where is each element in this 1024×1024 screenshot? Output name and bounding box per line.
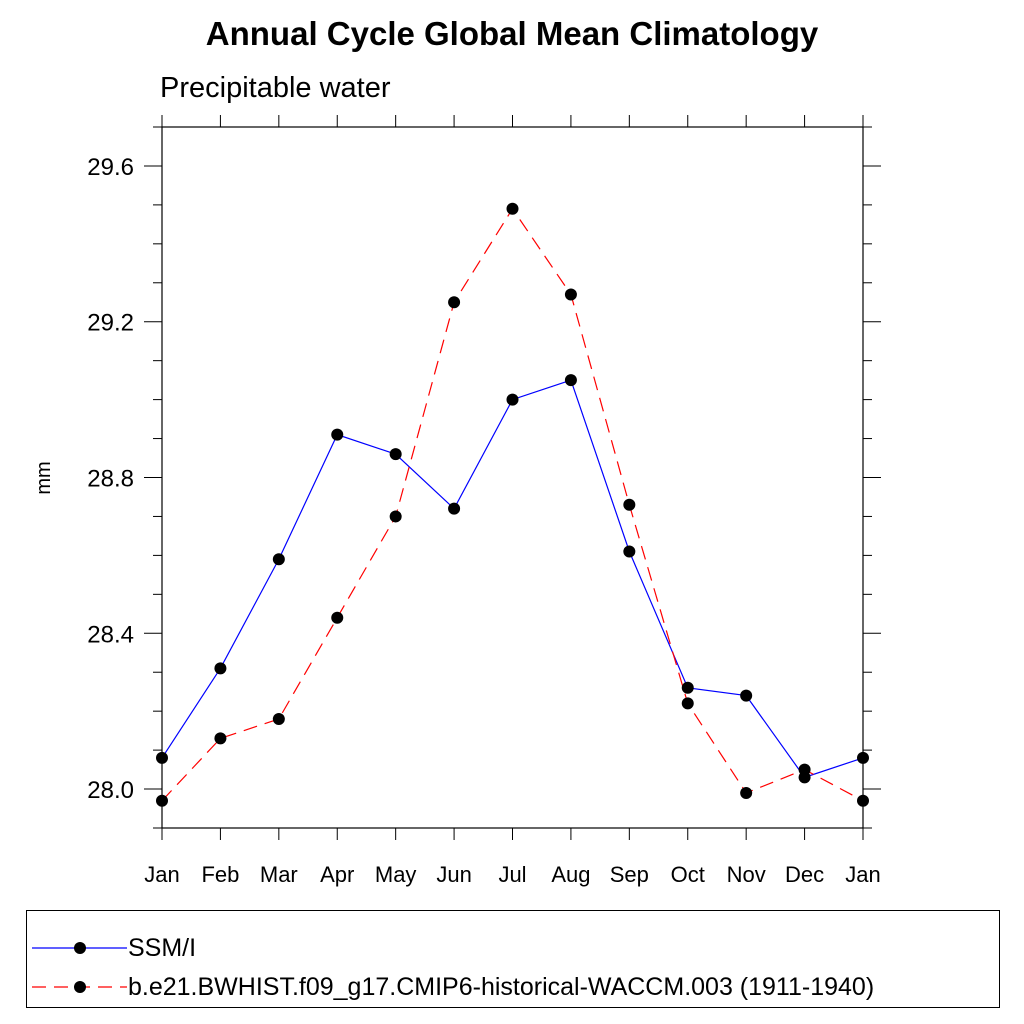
y-tick-label: 28.8	[87, 466, 134, 493]
line-chart: Jan Feb Mar Apr May Jun Jul Aug Sep Oct Nov Dec Jan 2…	[33, 115, 881, 887]
data-point-series-0	[740, 689, 753, 702]
legend-label-ssmi: SSM/I	[128, 934, 197, 962]
tick-labels: Jan Feb Mar Apr May Jun Jul Aug Sep Oct Nov Dec Jan 2…	[87, 154, 880, 887]
y-axis-label: mm	[33, 461, 55, 494]
x-tick-label: Apr	[320, 862, 354, 887]
legend-item-model: b.e21.BWHIST.f09_g17.CMIP6-historical-WA…	[27, 970, 997, 1004]
legend-label-model: b.e21.BWHIST.f09_g17.CMIP6-historical-WA…	[128, 973, 875, 1001]
data-point-series-0	[389, 448, 402, 461]
x-tick-label: Jan	[144, 862, 179, 887]
x-tick-label: Oct	[671, 862, 705, 887]
data-point-series-1	[506, 202, 519, 215]
series-points	[156, 202, 869, 807]
x-tick-label: Feb	[201, 862, 239, 887]
data-point-series-1	[798, 763, 811, 776]
data-point-series-1	[448, 296, 461, 309]
x-tick-label: Jul	[498, 862, 526, 887]
y-tick-label: 29.2	[87, 310, 134, 337]
chart-subtitle: Precipitable water	[160, 72, 391, 104]
legend: SSM/I b.e21.BWHIST.f09_g17.CMIP6-histori…	[26, 910, 1000, 1008]
series-lines	[161, 207, 864, 802]
x-tick-label: May	[375, 862, 417, 887]
data-point-series-0	[448, 502, 461, 515]
y-tick-label: 29.6	[87, 154, 134, 181]
data-point-series-0	[564, 374, 577, 387]
x-tick-label: Nov	[727, 862, 766, 887]
x-tick-label: Aug	[551, 862, 590, 887]
data-point-series-1	[331, 611, 344, 624]
x-tick-label: Jan	[845, 862, 880, 887]
x-tick-label: Jun	[436, 862, 471, 887]
x-tick-label: Mar	[260, 862, 298, 887]
legend-item-ssmi: SSM/I	[27, 931, 997, 965]
data-point-series-1	[681, 697, 694, 710]
data-point-series-1	[623, 498, 636, 511]
axis-ticks	[144, 115, 881, 840]
series-line-0	[161, 379, 864, 779]
data-point-series-1	[272, 712, 285, 725]
legend-swatch-model	[32, 981, 127, 993]
data-point-series-0	[506, 393, 519, 406]
data-point-series-1	[389, 510, 402, 523]
data-point-series-0	[214, 662, 227, 675]
y-tick-label: 28.4	[87, 621, 134, 648]
legend-swatch-ssmi	[32, 942, 127, 954]
data-point-series-0	[681, 681, 694, 694]
y-tick-label: 28.0	[87, 777, 134, 804]
data-point-series-1	[564, 288, 577, 301]
data-point-series-0	[331, 428, 344, 441]
plot-frame	[161, 126, 864, 829]
data-point-series-1	[214, 732, 227, 745]
data-point-series-0	[272, 553, 285, 566]
chart-title: Annual Cycle Global Mean Climatology	[205, 15, 819, 52]
x-tick-label: Dec	[785, 862, 824, 887]
x-tick-label: Sep	[610, 862, 649, 887]
data-point-series-1	[740, 786, 753, 799]
data-point-series-0	[623, 545, 636, 558]
